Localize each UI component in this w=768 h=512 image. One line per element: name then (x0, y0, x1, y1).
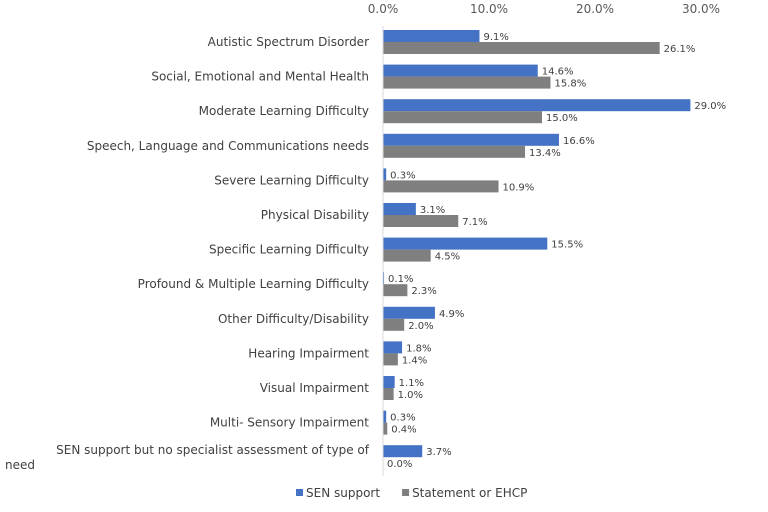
data-label: 9.1% (483, 32, 508, 43)
data-label: 3.1% (420, 205, 445, 216)
bar-sen-support (383, 341, 403, 354)
data-label: 1.0% (398, 390, 423, 401)
bar-statement-ehcp (383, 249, 431, 262)
x-tick-label: 10.0% (470, 2, 508, 16)
bar-statement-ehcp (383, 76, 551, 89)
category-label: Autistic Spectrum Disorder (208, 35, 369, 49)
category-label: Specific Learning Difficulty (209, 243, 369, 257)
bar-sen-support (383, 30, 480, 42)
category-label: Visual Impairment (260, 381, 370, 395)
bar-sen-support (383, 306, 435, 319)
category-label: Hearing Impairment (248, 346, 369, 360)
data-label: 16.6% (563, 136, 595, 147)
bar-sen-support (383, 445, 423, 458)
bar-statement-ehcp (383, 145, 526, 158)
x-tick-label: 20.0% (576, 2, 614, 16)
bar-statement-ehcp (383, 422, 388, 435)
data-label: 14.6% (542, 67, 574, 78)
data-label: 1.1% (399, 378, 424, 389)
bar-statement-ehcp (383, 215, 459, 227)
data-label: 7.1% (462, 217, 487, 228)
data-label: 3.7% (426, 447, 451, 458)
data-label: 4.5% (435, 252, 460, 263)
category-label: Other Difficulty/Disability (218, 312, 369, 326)
bar-sen-support (383, 237, 548, 250)
legend-swatch-sen-support (296, 489, 303, 496)
data-label: 0.1% (388, 274, 413, 285)
data-label: 4.9% (439, 309, 464, 320)
bar-statement-ehcp (383, 388, 394, 400)
data-label: 29.0% (694, 101, 726, 112)
category-label: Physical Disability (261, 208, 369, 222)
bar-sen-support (383, 133, 559, 146)
category-label: Speech, Language and Communications need… (87, 139, 369, 153)
data-label: 15.8% (554, 79, 586, 90)
legend-label-sen-support: SEN support (306, 486, 380, 500)
data-label: 15.5% (551, 240, 583, 251)
bar-statement-ehcp (383, 180, 499, 193)
bar-sen-support (383, 64, 538, 77)
legend-swatch-statement-ehcp (402, 489, 410, 496)
data-label: 0.3% (390, 170, 415, 181)
data-label: 1.8% (406, 343, 431, 354)
bar-sen-support (383, 272, 385, 285)
category-label: Moderate Learning Difficulty (199, 104, 369, 118)
legend-label-statement-ehcp: Statement or EHCP (412, 486, 527, 500)
data-label: 2.3% (411, 286, 436, 297)
x-tick-label: 30.0% (682, 2, 720, 16)
data-label: 0.3% (390, 413, 415, 424)
data-label: 0.4% (391, 425, 416, 436)
bar-statement-ehcp (383, 111, 542, 124)
data-label: 15.0% (546, 113, 578, 124)
bar-statement-ehcp (383, 318, 405, 331)
bar-statement-ehcp (383, 42, 660, 54)
bar-statement-ehcp (383, 353, 398, 366)
bar-sen-support (383, 99, 691, 112)
bar-sen-support (383, 168, 387, 181)
bar-sen-support (383, 203, 416, 215)
category-label: Multi- Sensory Impairment (210, 416, 369, 430)
data-label: 13.4% (529, 148, 561, 159)
bar-sen-support (383, 376, 395, 388)
bar-sen-support (383, 410, 387, 423)
bar-statement-ehcp (383, 284, 408, 297)
data-label: 10.9% (503, 182, 535, 193)
data-label: 26.1% (664, 44, 696, 55)
category-label: Social, Emotional and Mental Health (151, 70, 369, 84)
data-label: 1.4% (402, 355, 427, 366)
data-label: 0.0% (387, 459, 412, 470)
data-label: 2.0% (408, 321, 433, 332)
category-label: Severe Learning Difficulty (214, 173, 369, 187)
category-label: SEN support but no specialist assessment… (5, 443, 370, 472)
x-tick-label: 0.0% (368, 2, 399, 16)
category-label: Profound & Multiple Learning Difficulty (138, 277, 369, 291)
